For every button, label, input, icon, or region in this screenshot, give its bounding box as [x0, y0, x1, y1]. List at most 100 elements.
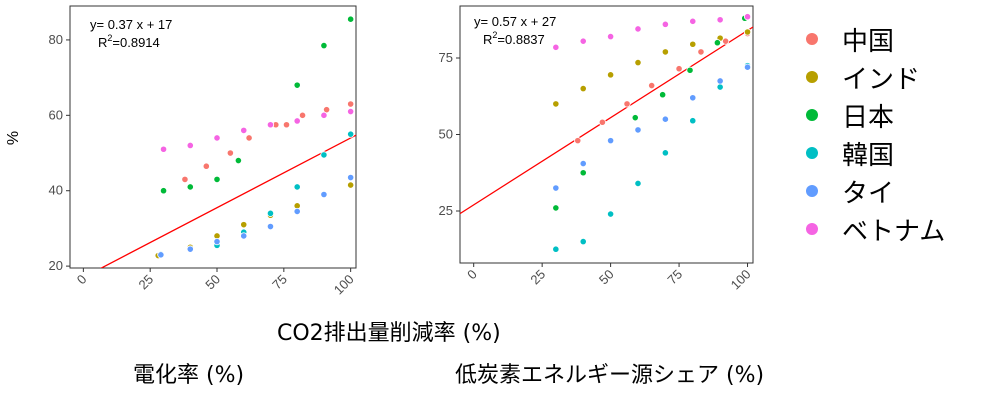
data-point	[579, 37, 587, 45]
y-tick-label: 80	[49, 32, 63, 47]
r-squared-label: R2=0.8914	[98, 33, 160, 50]
x-tick-label: 75	[664, 267, 685, 288]
legend-item: ベトナム	[800, 210, 945, 248]
data-point	[579, 237, 587, 246]
data-point	[631, 114, 639, 122]
x-tick-label: 0	[74, 272, 90, 288]
data-point	[282, 121, 291, 129]
data-point	[552, 184, 560, 192]
data-point	[552, 245, 560, 253]
data-point	[347, 130, 355, 138]
y-axis-label: %	[5, 131, 22, 145]
regression-equation: y= 0.57 x + 27	[474, 14, 556, 29]
data-point	[686, 66, 694, 74]
right-panel-xlabel: 低炭素エネルギー源シェア (%)	[455, 363, 765, 388]
data-point	[634, 126, 642, 134]
regression-line	[100, 134, 356, 268]
legend-label: ベトナム	[842, 216, 946, 247]
legend-item: タイ	[800, 172, 945, 210]
data-point	[293, 117, 301, 125]
legend-item: 中国	[800, 20, 945, 58]
data-point	[552, 100, 560, 108]
legend: 中国 インド 日本 韓国 タイ ベトナム	[800, 20, 945, 248]
data-point	[293, 183, 301, 191]
data-point	[320, 151, 328, 159]
y-tick-label: 60	[49, 107, 63, 122]
data-point	[213, 238, 221, 246]
data-point	[659, 91, 667, 99]
shared-x-axis-label: CO2排出量削減率 (%)	[277, 321, 501, 346]
data-point	[743, 63, 752, 71]
data-point	[202, 162, 210, 170]
data-point	[634, 59, 642, 67]
x-tick-label: 0	[464, 267, 480, 283]
legend-marker	[806, 147, 818, 159]
legend-marker	[806, 185, 818, 197]
legend-marker	[806, 223, 818, 235]
x-tick-label: 50	[596, 267, 617, 288]
plot-border	[69, 5, 357, 269]
data-point	[240, 221, 248, 229]
data-point	[574, 137, 582, 145]
data-point	[159, 145, 168, 153]
data-point	[552, 43, 560, 51]
data-point	[579, 159, 587, 168]
data-point	[186, 141, 194, 150]
legend-item: 日本	[800, 96, 945, 134]
data-point	[552, 204, 560, 212]
y-tick-label: 20	[49, 258, 63, 273]
data-point	[347, 15, 355, 23]
data-point	[293, 81, 301, 89]
data-point	[186, 183, 194, 191]
legend-label: 中国	[842, 26, 895, 57]
data-point	[320, 190, 328, 199]
data-point	[634, 179, 642, 188]
x-tick-label: 25	[527, 267, 548, 288]
legend-label: 韓国	[842, 140, 895, 171]
data-point	[240, 126, 248, 135]
legend-marker	[806, 109, 818, 121]
data-point	[689, 94, 697, 102]
legend-marker	[806, 33, 818, 45]
data-point	[607, 137, 615, 145]
y-tick-label: 75	[439, 50, 453, 65]
data-point	[716, 83, 724, 91]
data-point	[579, 85, 587, 93]
legend-item: 韓国	[800, 134, 945, 172]
data-point	[689, 17, 697, 25]
regression-equation: y= 0.37 x + 17	[90, 17, 172, 32]
data-point	[713, 39, 722, 47]
y-tick-label: 25	[439, 203, 453, 218]
data-point	[648, 81, 656, 90]
data-point	[293, 207, 301, 216]
data-point	[598, 118, 606, 126]
x-tick-label: 50	[202, 272, 223, 293]
data-point	[661, 20, 669, 28]
legend-item: インド	[800, 58, 945, 96]
data-point	[347, 107, 355, 116]
data-point	[213, 175, 221, 184]
data-point	[607, 210, 615, 218]
x-tick-label: 25	[135, 272, 156, 293]
data-point	[579, 169, 587, 177]
data-point	[722, 37, 730, 45]
data-point	[320, 111, 328, 119]
data-point	[186, 245, 194, 253]
data-point	[634, 25, 642, 33]
data-point	[322, 106, 331, 114]
y-tick-label: 50	[439, 127, 453, 142]
legend-label: インド	[842, 64, 921, 95]
data-point	[716, 77, 724, 85]
left-panel-xlabel: 電化率 (%)	[133, 363, 245, 388]
data-point	[213, 134, 221, 142]
legend-marker	[806, 71, 818, 83]
data-point	[689, 117, 697, 125]
legend-label: タイ	[842, 178, 895, 209]
data-point	[661, 48, 669, 56]
data-point	[234, 156, 242, 165]
data-point	[240, 232, 248, 240]
y-tick-label: 40	[49, 183, 63, 198]
data-point	[347, 181, 355, 189]
